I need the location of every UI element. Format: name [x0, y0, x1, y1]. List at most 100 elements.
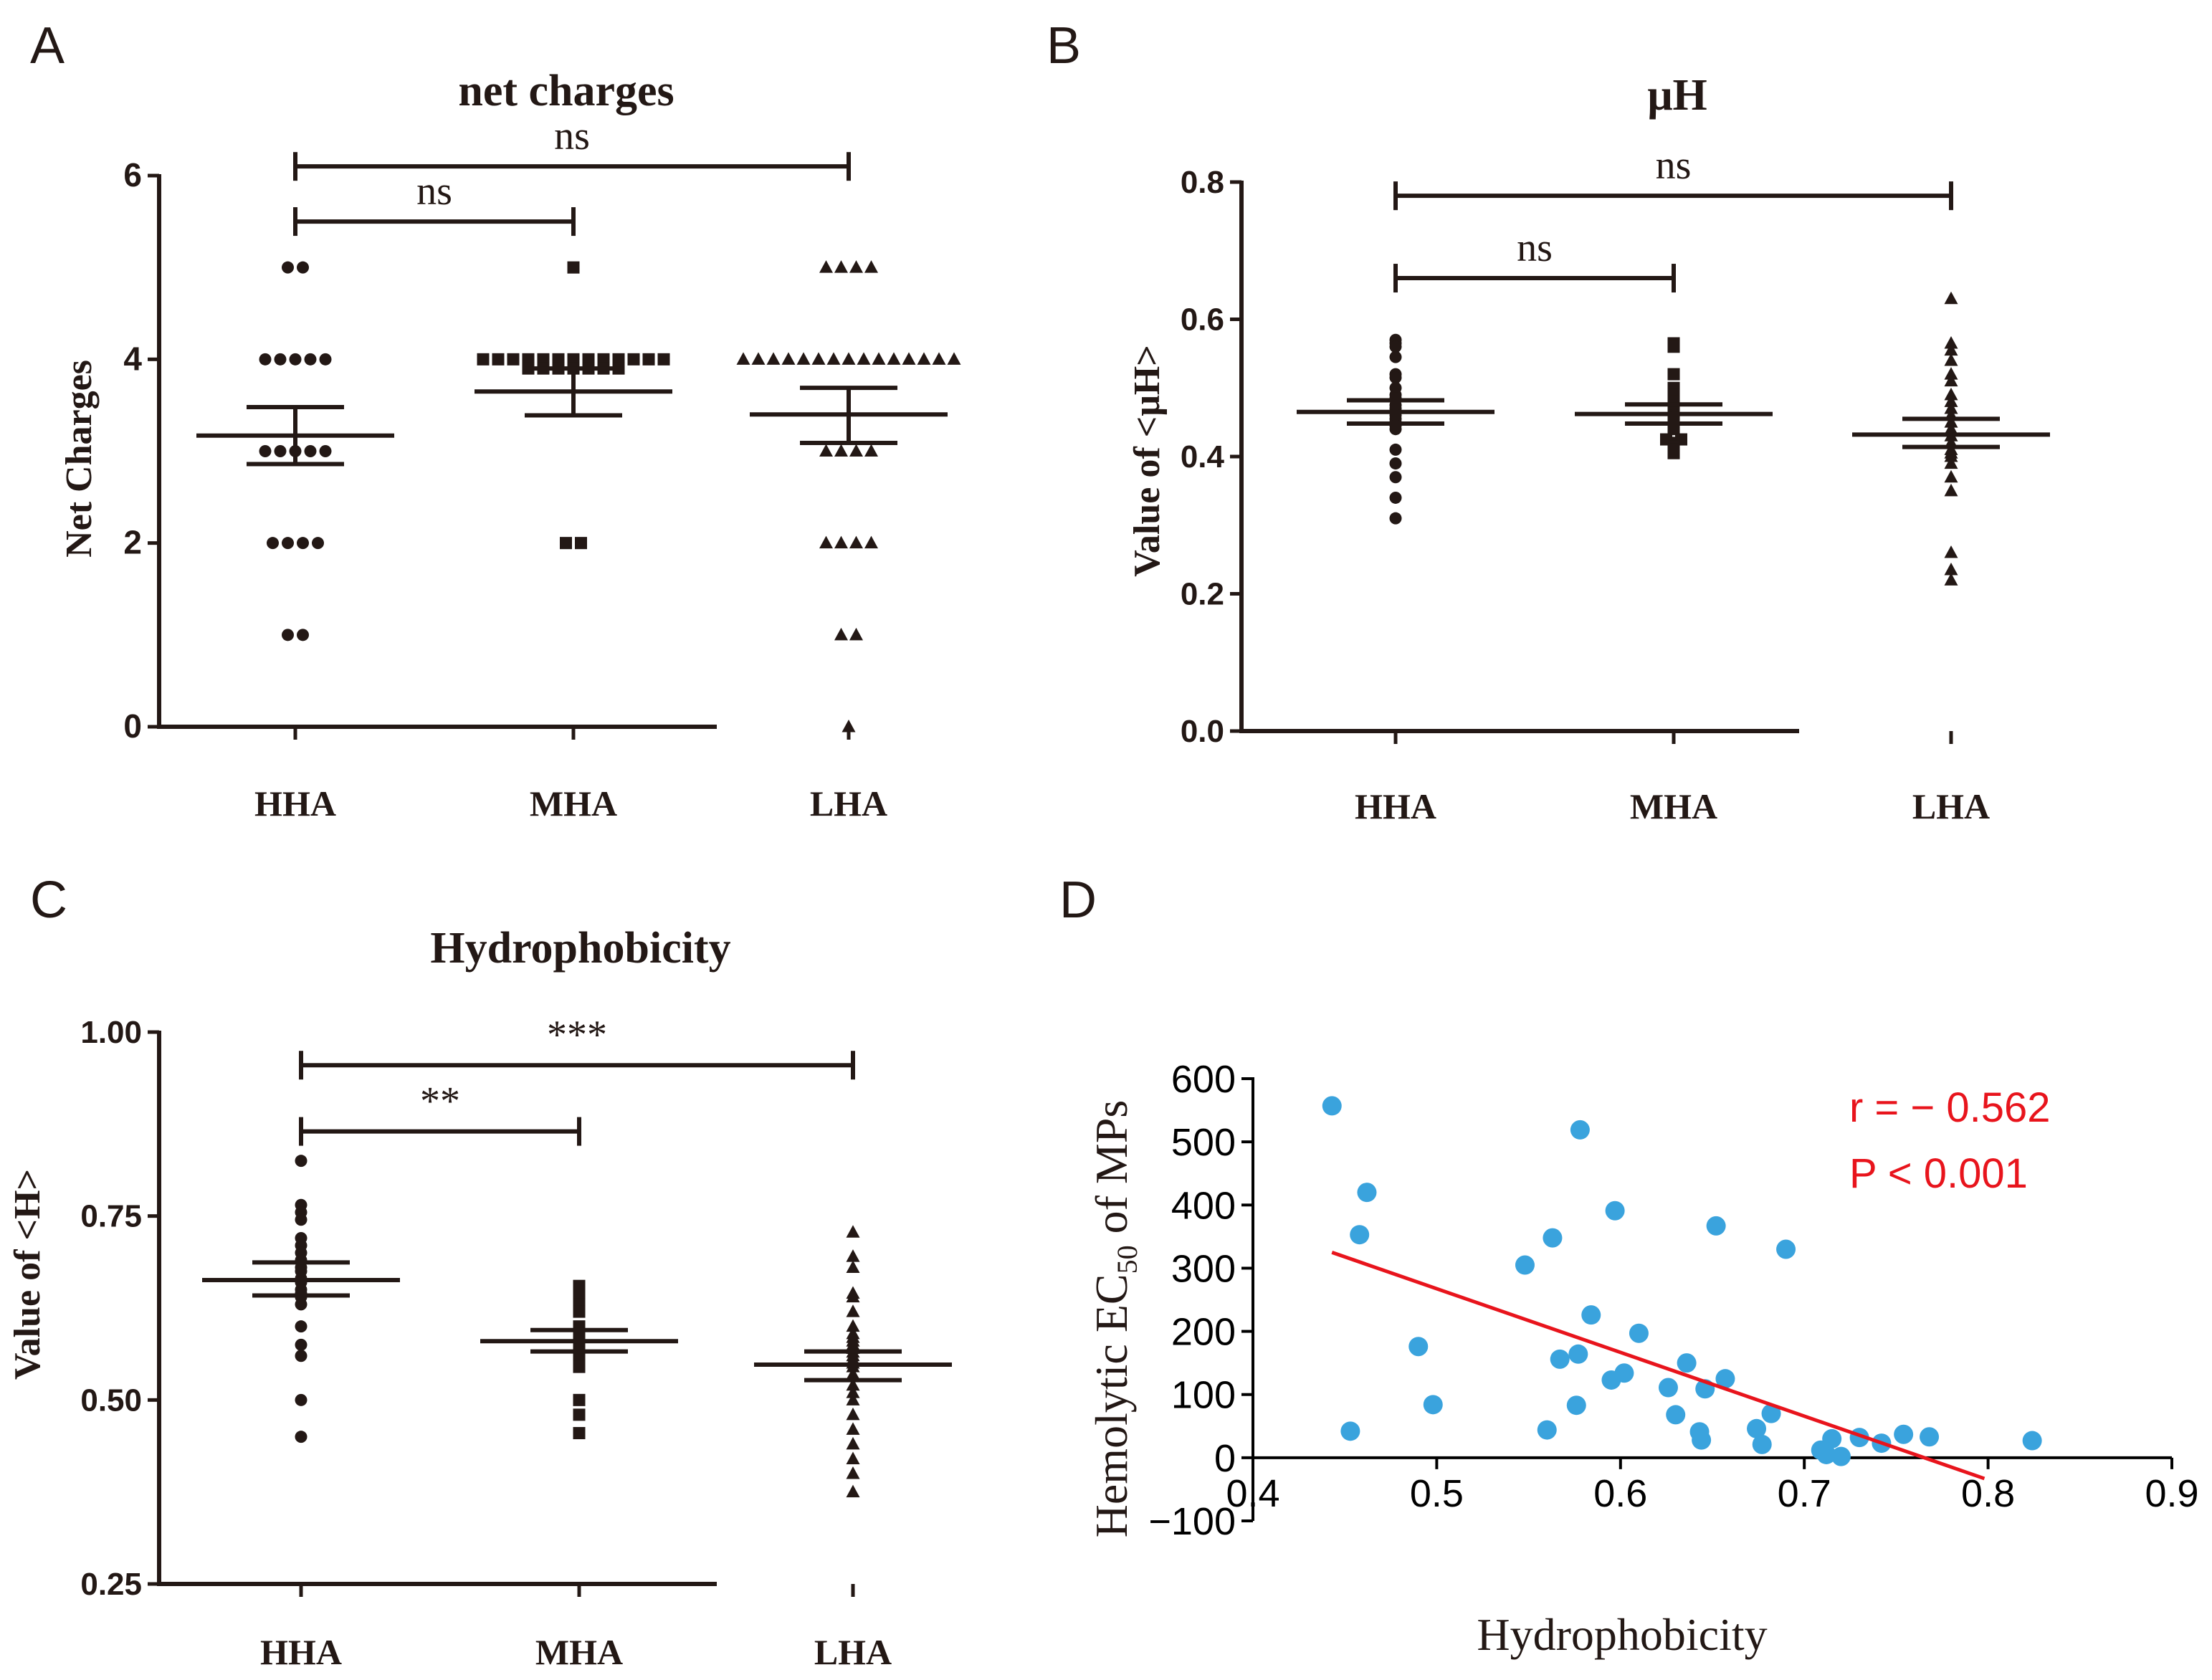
panel-d-xlabel: Hydrophobicity: [1477, 1609, 1767, 1660]
panel-a-data-point: [627, 353, 640, 366]
panel-b-data-point: [1944, 562, 1958, 576]
panel-a-data-point: [887, 352, 901, 365]
panel-a-data-point: [319, 353, 332, 366]
panel-c-data-point: [573, 1393, 586, 1406]
panel-a-y-tick-label: 6: [123, 156, 142, 194]
panel-a-data-point: [842, 352, 856, 365]
panel-b-title: μH: [1647, 71, 1707, 120]
panel-b-data-point: [1944, 449, 1958, 462]
panel-d-x-tick-label: 0.8: [1961, 1472, 2015, 1515]
panel-c-data-point: [295, 1393, 308, 1406]
panel-b-data-point: [1944, 343, 1958, 356]
panel-a-data-point: [864, 260, 878, 273]
panel-a-data-point: [849, 535, 863, 549]
panel-b-data-point: [1944, 291, 1958, 305]
panel-c: Hydrophobicity Value of <H> 0.25 0.50 0.75…: [7, 924, 952, 1672]
panel-a: net charges Net Charges 0 2 4 6 HHA MHA LHA ns n…: [59, 67, 961, 824]
panel-a-y-tick-label: 4: [123, 340, 142, 377]
panel-b-category-label: MHA: [1630, 786, 1717, 826]
panel-d-y-tick-label: 400: [1171, 1184, 1236, 1227]
panel-a-data-point: [947, 352, 961, 365]
panel-b-data-point: [1944, 469, 1958, 483]
panel-b-y-tick-label: 0.2: [1181, 577, 1224, 612]
panel-c-data-point: [295, 1320, 308, 1333]
panel-a-data-point: [819, 535, 833, 549]
panel-b-data-point: [1389, 340, 1402, 353]
panel-d-data-point: [1715, 1369, 1735, 1389]
panel-c-data-point: [573, 1305, 586, 1318]
panel-a-data-point: [492, 353, 505, 366]
panel-b-data-point: [1944, 401, 1958, 414]
panel-a-y-tick-label: 0: [123, 707, 142, 745]
panel-d-data-point: [1537, 1420, 1557, 1440]
panel-b-data-point: [1389, 491, 1402, 504]
panel-a-data-point: [781, 352, 796, 365]
panel-b-y-tick-label: 0.4: [1181, 439, 1225, 474]
panel-d-x-tick-label: 0.7: [1778, 1472, 1831, 1515]
panel-a-data-point: [297, 261, 309, 274]
panel-a-data-point: [819, 260, 833, 273]
panel-a-category-label: LHA: [810, 783, 887, 824]
panel-d-data-point: [1747, 1418, 1767, 1438]
panel-a-data-point: [259, 353, 272, 366]
panel-c-category-label: LHA: [814, 1632, 892, 1672]
panel-a-data-point: [582, 353, 595, 366]
panel-d-data-point: [1570, 1120, 1590, 1140]
panel-c-data-point: [846, 1451, 860, 1464]
panel-a-data-point: [751, 352, 766, 365]
panel-a-y-tick-label: 2: [123, 524, 142, 561]
panel-d-data-point: [1822, 1428, 1842, 1448]
panel-a-data-point: [819, 444, 833, 457]
panel-d-data-point: [1920, 1427, 1940, 1447]
panel-a-data-point: [567, 261, 580, 274]
panel-c-data-point: [295, 1338, 308, 1351]
panel-d-data-point: [1550, 1349, 1570, 1369]
panel-c-comparison-label: ***: [547, 1013, 607, 1057]
panel-d-data-point: [1894, 1424, 1914, 1444]
panel-a-data-point: [917, 352, 931, 365]
panel-a-data-point: [560, 537, 572, 550]
panel-a-data-point: [522, 353, 535, 366]
panel-d-y-tick-label: 100: [1171, 1374, 1236, 1417]
panel-d-y-tick-label: 300: [1171, 1247, 1236, 1290]
panel-a-data-point: [826, 352, 841, 365]
panel-a-data-point: [267, 537, 279, 550]
panel-b-y-tick-label: 0.8: [1181, 165, 1224, 200]
panel-a-data-point: [537, 353, 550, 366]
panel-b-data-point: [1944, 373, 1958, 387]
panel-d-data-point: [1322, 1096, 1342, 1116]
panel-c-data-point: [846, 1393, 860, 1405]
panel-letter-a: A: [30, 17, 65, 75]
panel-a-data-point: [864, 535, 878, 549]
panel-a-data-point: [259, 445, 272, 457]
panel-b-ylabel: Value of <μH>: [1127, 345, 1168, 577]
panel-c-data-point: [295, 1155, 308, 1168]
panel-c-data-point: [846, 1422, 860, 1435]
panel-a-data-point: [834, 260, 848, 273]
panel-a-comparison-label: ns: [416, 169, 452, 214]
panel-d-data-point: [1658, 1378, 1678, 1398]
panel-c-data-point: [295, 1431, 308, 1443]
panel-a-data-point: [932, 352, 946, 365]
panel-b-data-point: [1944, 545, 1958, 558]
panel-d: Hemolytic EC50 of MPs Hydrophobicity r =…: [1086, 1058, 2199, 1660]
panel-b-data-point: [1944, 456, 1958, 469]
panel-a-data-point: [796, 352, 811, 365]
panel-d-data-point: [1581, 1305, 1601, 1325]
panel-c-data-point: [295, 1350, 308, 1362]
panel-a-data-point: [849, 444, 863, 457]
panel-b-data-point: [1944, 387, 1958, 401]
panel-c-data-point: [846, 1385, 860, 1398]
panel-b-data-point: [1944, 353, 1958, 366]
panel-c-data-point: [846, 1319, 860, 1332]
panel-c-data-point: [846, 1304, 860, 1317]
panel-d-y-tick-label: 200: [1171, 1311, 1236, 1354]
panel-b-data-point: [1389, 512, 1402, 525]
panel-c-data-point: [846, 1378, 860, 1391]
panel-a-title: net charges: [458, 67, 674, 115]
panel-b-data-point: [1389, 350, 1402, 363]
panel-a-data-point: [282, 629, 294, 641]
panel-b-category-label: HHA: [1355, 786, 1436, 826]
panel-a-data-point: [612, 353, 625, 366]
panel-d-x-tick-label: 0.4: [1226, 1472, 1279, 1515]
